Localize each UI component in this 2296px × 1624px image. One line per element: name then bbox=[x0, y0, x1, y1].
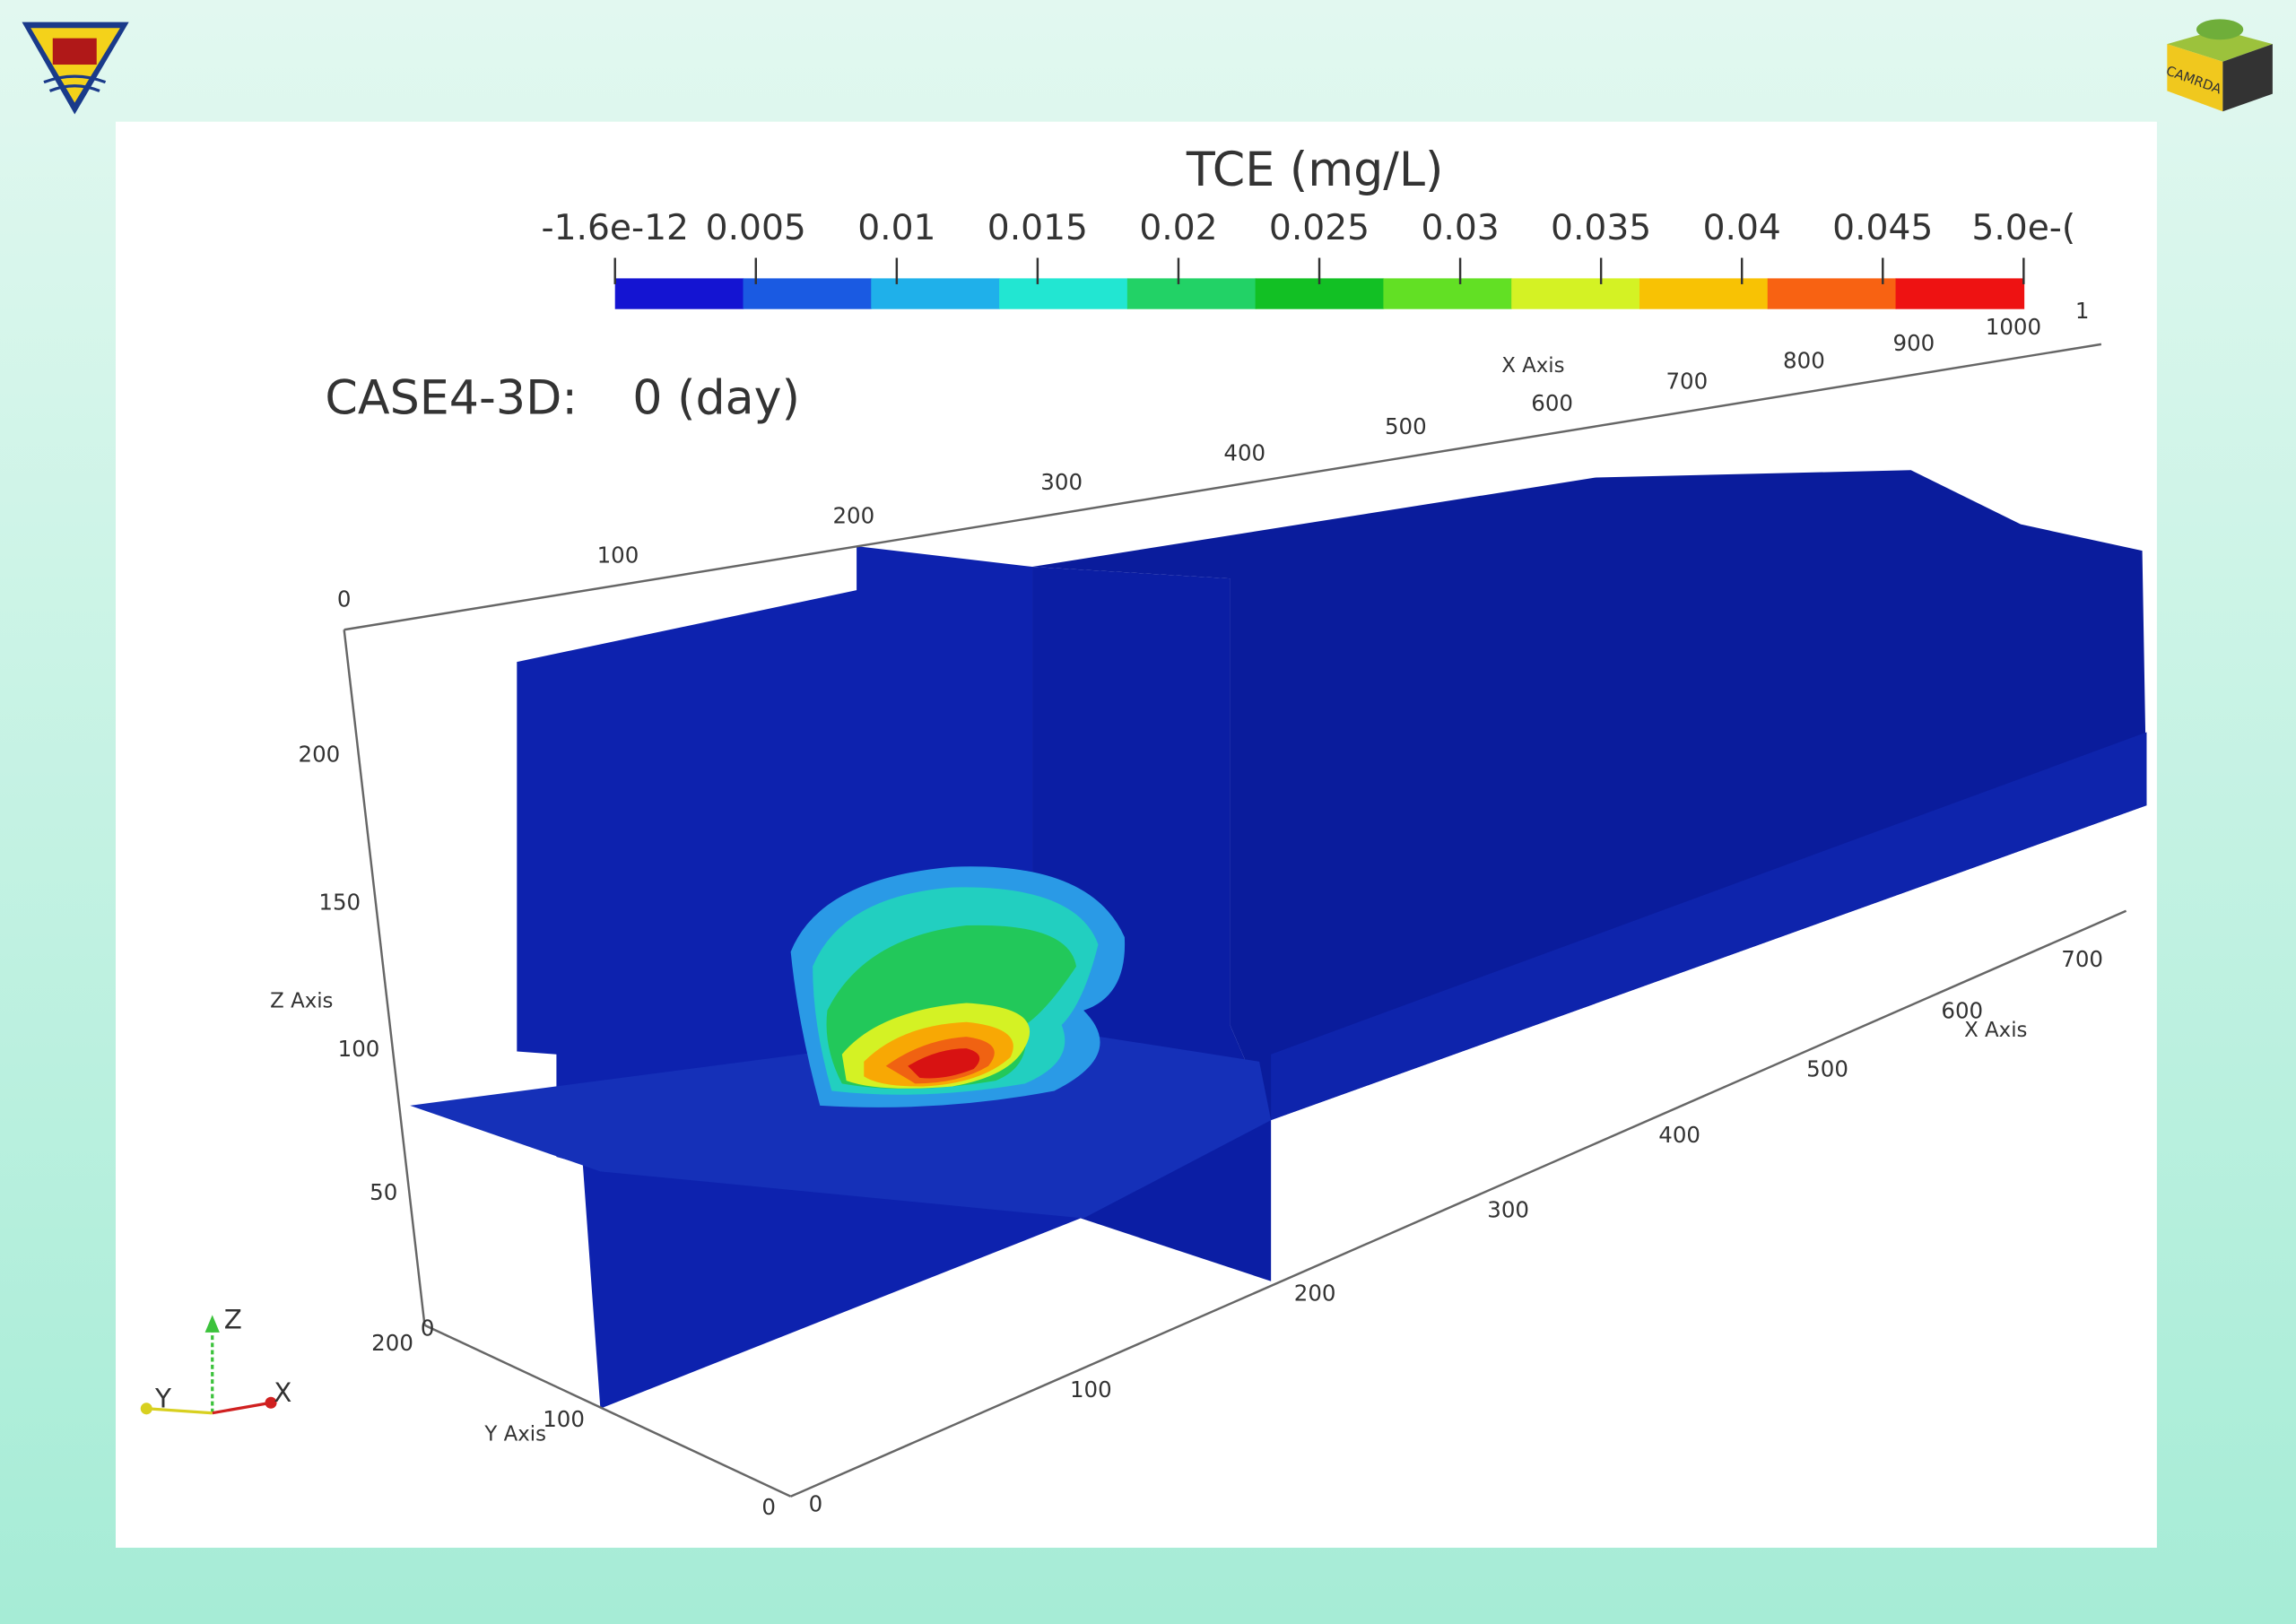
y-axis-line bbox=[423, 1324, 792, 1498]
axis-tick-label: 1 bbox=[2075, 298, 2090, 324]
orientation-triad bbox=[140, 1315, 277, 1415]
axis-tick-label: 200 bbox=[371, 1330, 413, 1356]
triad-label: X bbox=[274, 1377, 291, 1408]
axis-tick-label: 50 bbox=[370, 1179, 397, 1205]
colorbar-tick-label: 0.04 bbox=[1703, 208, 1781, 248]
x-axis-top-line bbox=[344, 343, 2102, 631]
colorbar-tick-label: 0.015 bbox=[987, 208, 1088, 248]
colorbar-title: TCE (mg/L) bbox=[1186, 143, 1443, 197]
colorbar-tick-label: 0.045 bbox=[1832, 208, 1933, 248]
logo-left bbox=[22, 22, 129, 115]
colorbar-tick-label: 0.03 bbox=[1421, 208, 1499, 248]
axis-title: X Axis bbox=[1964, 1019, 2027, 1042]
colorbar-band bbox=[1511, 278, 1640, 309]
axis-tick-label: 0 bbox=[761, 1494, 776, 1520]
axis-tick-label: 0 bbox=[421, 1316, 435, 1342]
time-label: 0 (day) bbox=[632, 372, 800, 426]
axis-tick-label: 800 bbox=[1783, 347, 1825, 373]
axis-tick-label: 150 bbox=[318, 890, 361, 916]
x-axis-bottom-line bbox=[790, 909, 2127, 1498]
colorbar-band bbox=[743, 278, 873, 309]
axis-tick-label: 900 bbox=[1893, 330, 1935, 356]
colorbar-band bbox=[1383, 278, 1513, 309]
axis-tick-label: 300 bbox=[1487, 1196, 1529, 1222]
colorbar-band bbox=[871, 278, 1000, 309]
colorbar-band bbox=[1126, 278, 1257, 309]
axis-tick-label: 200 bbox=[832, 503, 874, 529]
axis-title: X Axis bbox=[1501, 354, 1564, 378]
axis-tick-label: 200 bbox=[299, 742, 341, 768]
axis-tick-label: 600 bbox=[1531, 390, 1573, 416]
axis-tick-label: 0 bbox=[337, 586, 352, 612]
axis-tick-label: 600 bbox=[1941, 997, 1983, 1023]
triad-label: Y bbox=[154, 1384, 171, 1414]
axis-tick-label: 400 bbox=[1223, 439, 1265, 465]
z-axis-line bbox=[343, 630, 426, 1325]
axis-tick-label: 500 bbox=[1385, 413, 1427, 439]
logo-right: CAMRDA bbox=[2164, 19, 2273, 112]
colorbar-band bbox=[999, 278, 1128, 309]
axis-tick-label: 300 bbox=[1040, 469, 1083, 495]
colorbar-tick-label: 0.02 bbox=[1139, 208, 1217, 248]
colorbar-tick-label: 5.0e-( bbox=[1971, 208, 2075, 248]
axis-tick-label: 700 bbox=[1665, 368, 1708, 394]
colorbar-band bbox=[1895, 278, 2025, 309]
axis-title: Y Axis bbox=[483, 1423, 546, 1446]
axis-tick-label: 0 bbox=[809, 1491, 823, 1517]
colorbar-tick-label: 0.025 bbox=[1269, 208, 1370, 248]
triad-label: Z bbox=[224, 1304, 242, 1334]
axis-tick-label: 100 bbox=[597, 543, 639, 569]
axis-title: Z Axis bbox=[270, 989, 333, 1012]
axis-tick-label: 1000 bbox=[1986, 314, 2041, 340]
colorbar-tick-label: -1.6e-12 bbox=[541, 208, 689, 248]
colorbar-band bbox=[1639, 278, 1769, 309]
colorbar-tick-label: 0.005 bbox=[706, 208, 806, 248]
axis-tick-label: 200 bbox=[1294, 1280, 1336, 1306]
case-label: CASE4-3D: bbox=[325, 372, 577, 426]
colorbar-band bbox=[1767, 278, 1897, 309]
axis-tick-label: 100 bbox=[543, 1406, 585, 1432]
axis-tick-label: 500 bbox=[1806, 1056, 1848, 1082]
colorbar-band bbox=[614, 278, 744, 309]
plume bbox=[790, 866, 1126, 1107]
axis-tick-label: 700 bbox=[2061, 946, 2103, 972]
colorbar-tick-label: 0.01 bbox=[857, 208, 935, 248]
axis-tick-label: 100 bbox=[1070, 1376, 1112, 1403]
axis-tick-label: 100 bbox=[338, 1036, 380, 1062]
axis-tick-label: 400 bbox=[1658, 1122, 1700, 1148]
colorbar-tick-label: 0.035 bbox=[1551, 208, 1651, 248]
